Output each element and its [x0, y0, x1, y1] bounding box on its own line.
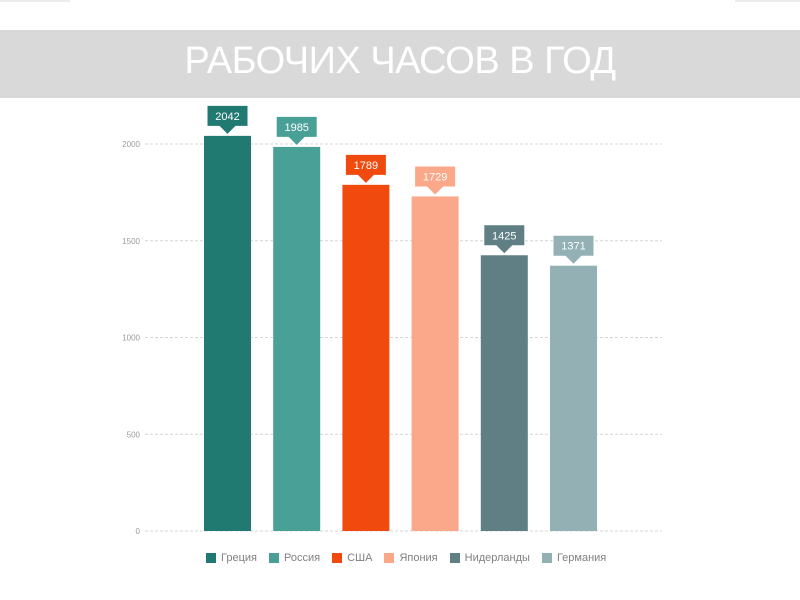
legend-item: Япония	[384, 552, 438, 564]
top-left-decor-line	[0, 0, 70, 2]
callout-shape	[345, 154, 386, 183]
data-label-callout: 1425	[484, 225, 525, 254]
legend-swatch	[541, 553, 552, 563]
y-tick-label: 1000	[122, 334, 140, 343]
legend-item: Греция	[206, 552, 257, 564]
chart-title: РАБОЧИХ ЧАСОВ В ГОД	[184, 40, 616, 82]
legend-swatch	[268, 553, 279, 563]
legend-item: Россия	[268, 552, 321, 564]
data-label-callout: 1789	[345, 154, 386, 183]
legend-swatch	[449, 553, 460, 563]
data-label-callout: 2042	[207, 105, 248, 134]
legend-label: Нидерланды	[464, 552, 530, 564]
bar-Нидерланды	[480, 255, 528, 531]
chart-legend: Греция Россия США Япония Нидерланды Германия	[206, 552, 618, 564]
callout-shape	[207, 105, 248, 134]
bar-Германия	[550, 265, 597, 531]
legend-item: Нидерланды	[449, 552, 530, 564]
data-label-callout: 1985	[276, 116, 317, 145]
legend-label: США	[347, 552, 373, 564]
bar-Россия	[273, 146, 321, 531]
legend-label: Россия	[283, 552, 321, 564]
data-label-callout: 1729	[415, 166, 456, 195]
legend-label: Греция	[221, 552, 257, 564]
data-label: 1729	[423, 171, 447, 183]
data-label: 2042	[215, 111, 239, 123]
callout-shape	[415, 166, 456, 195]
legend-item: США	[332, 552, 372, 564]
bar-США	[342, 184, 390, 532]
data-label: 1985	[284, 122, 308, 134]
bar-Япония	[411, 196, 459, 531]
y-tick-label: 1500	[122, 237, 140, 246]
bar-Греция	[204, 135, 251, 532]
legend-item: Германия	[541, 552, 607, 564]
y-tick-label: 2000	[122, 140, 140, 149]
data-label: 1789	[354, 160, 378, 172]
data-label: 1371	[561, 241, 585, 253]
title-band: РАБОЧИХ ЧАСОВ В ГОД	[0, 30, 800, 98]
y-tick-label: 0	[136, 527, 141, 536]
top-right-decor-line	[735, 0, 800, 2]
callout-shape	[484, 225, 525, 254]
legend-swatch	[206, 553, 216, 563]
data-label-callout: 1371	[553, 235, 594, 264]
callout-shape	[553, 235, 594, 264]
data-label: 1425	[492, 230, 516, 242]
legend-label: Германия	[556, 552, 607, 564]
legend-swatch	[332, 553, 343, 563]
y-tick-label: 500	[127, 430, 141, 439]
callout-shape	[276, 116, 317, 145]
legend-label: Япония	[399, 552, 438, 564]
legend-swatch	[384, 553, 395, 563]
